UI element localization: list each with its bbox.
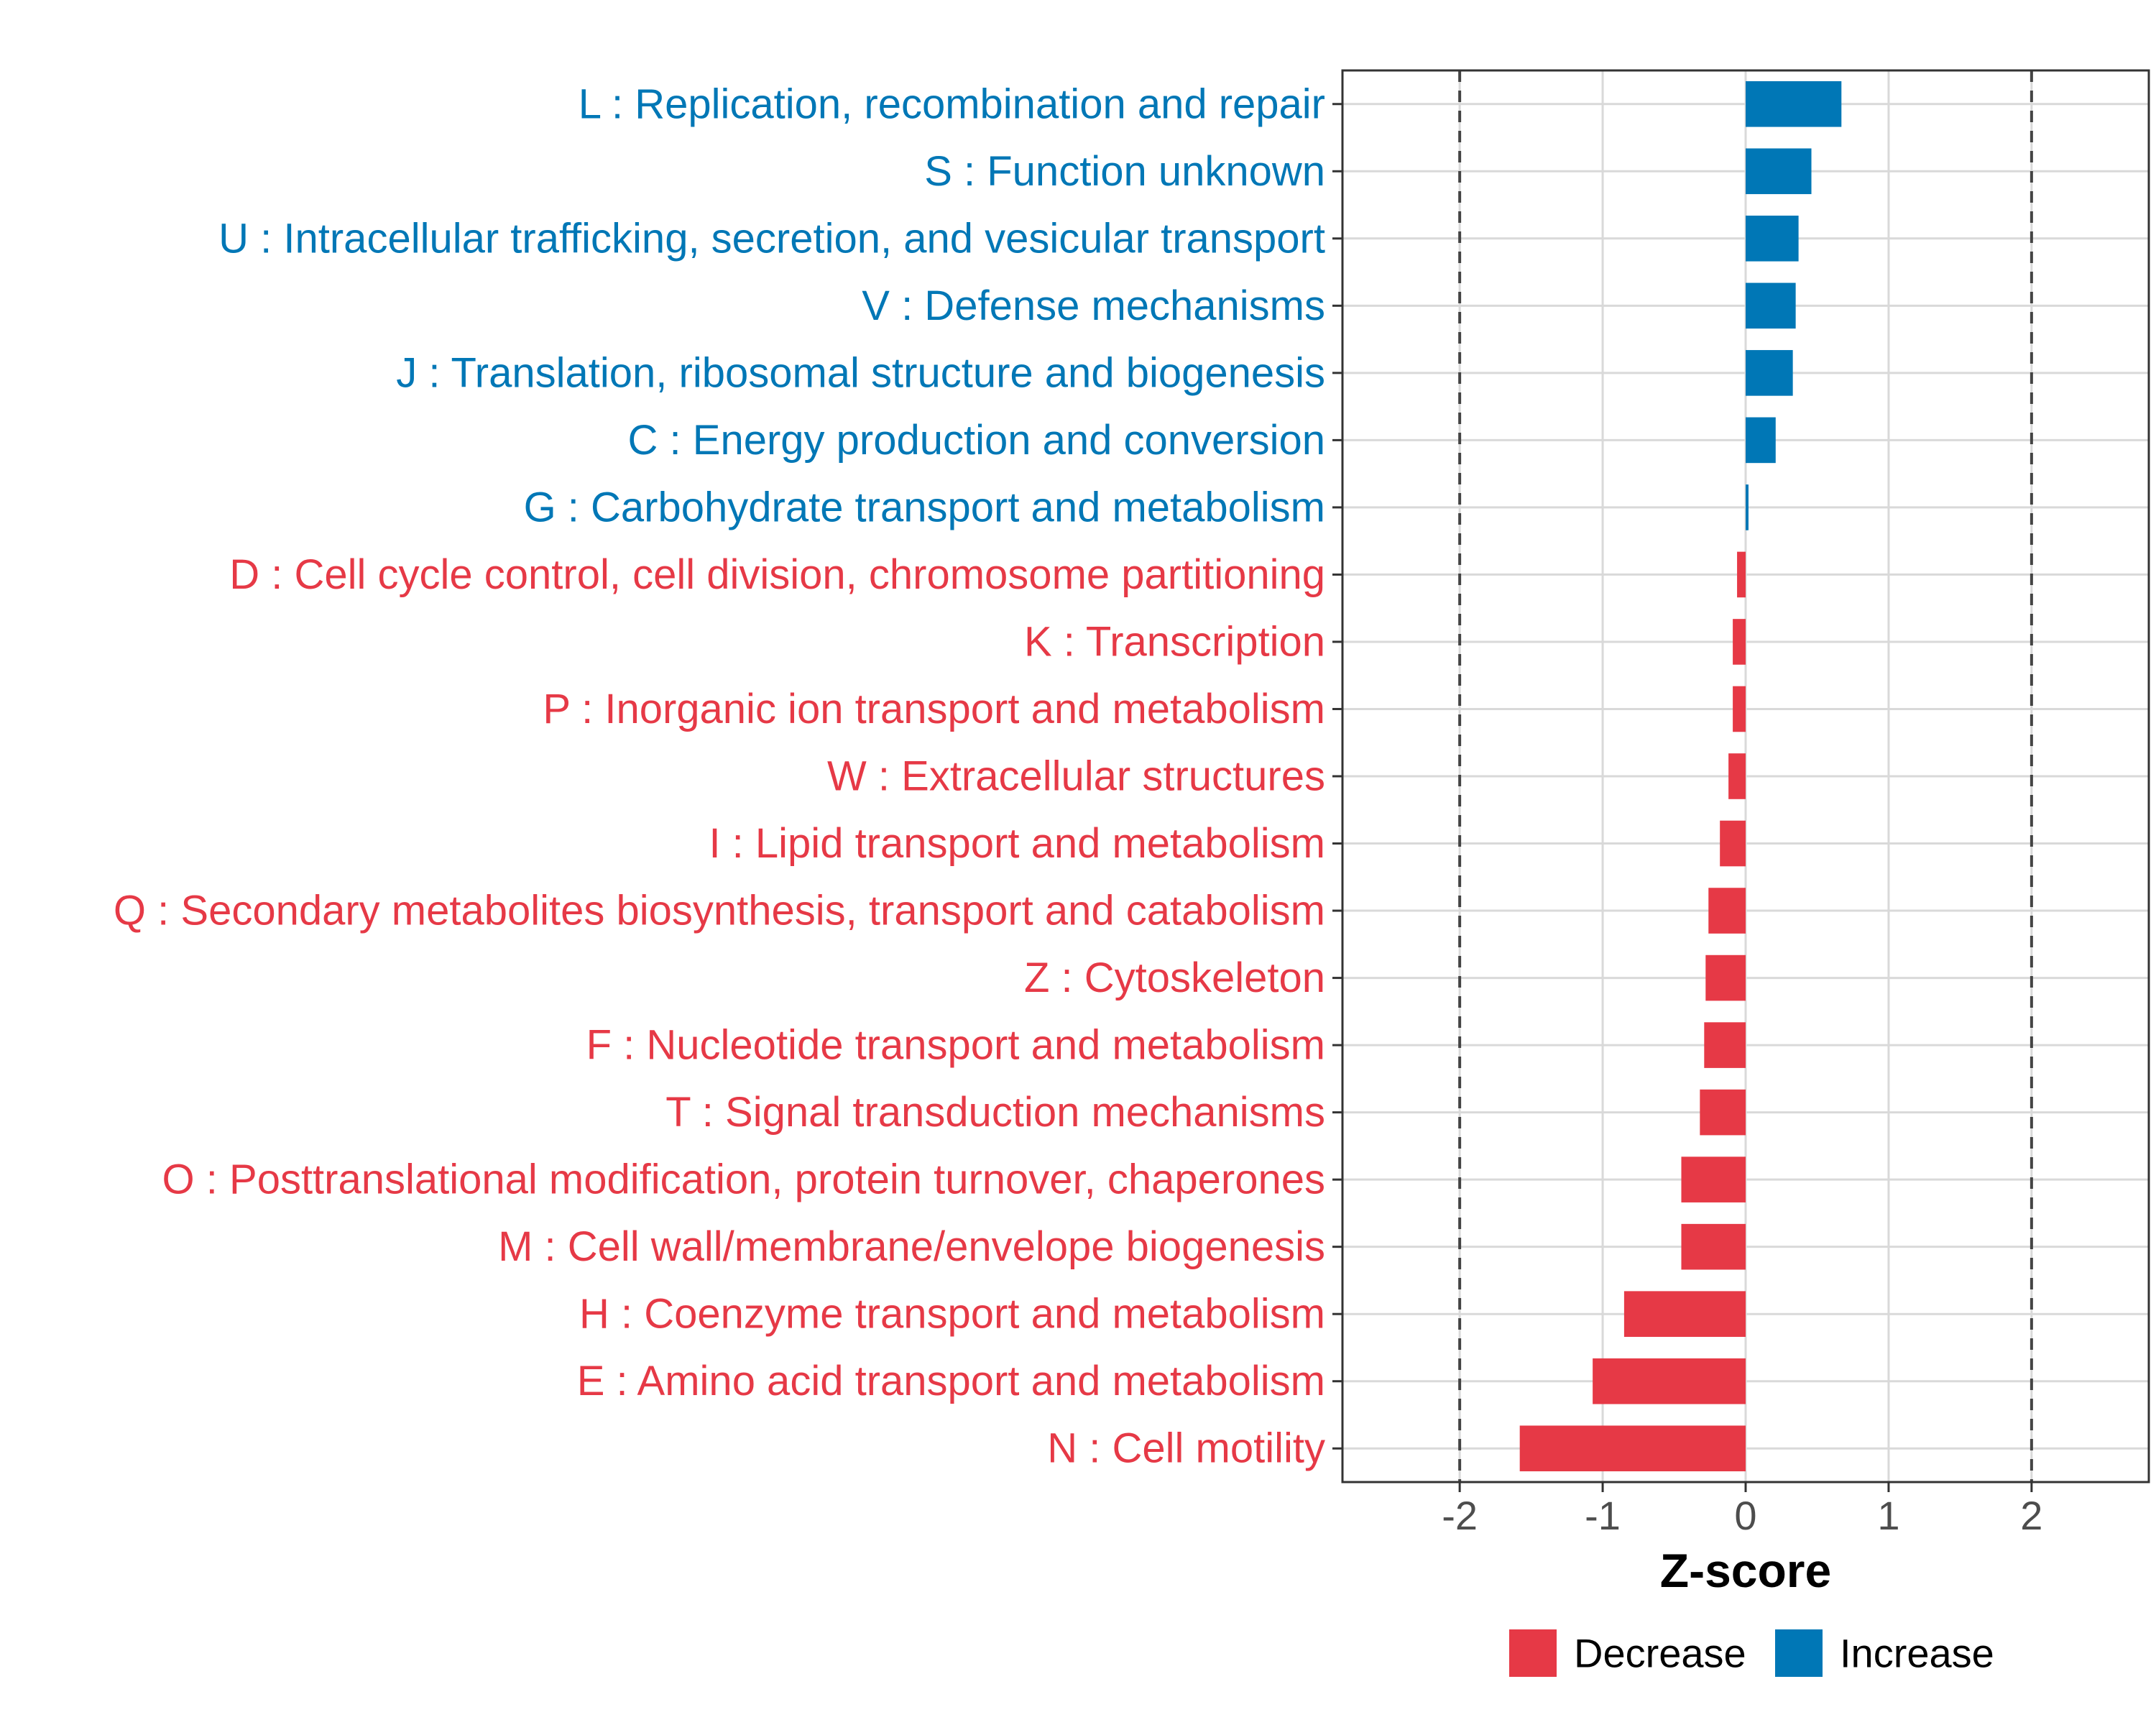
x-axis-ticks: -2 -1 0 1 2 [1442, 1482, 2042, 1538]
bar [1704, 1022, 1746, 1068]
category-label: J : Translation, ribosomal structure and… [396, 349, 1325, 396]
bar [1746, 148, 1812, 195]
category-label: T : Signal transduction mechanisms [665, 1089, 1325, 1136]
bar [1681, 1223, 1746, 1270]
bar [1700, 1089, 1746, 1136]
bar [1519, 1425, 1746, 1472]
category-label: O : Posttranslational modification, prot… [162, 1156, 1325, 1203]
bar [1720, 820, 1746, 867]
category-label: V : Defense mechanisms [862, 282, 1325, 329]
bar [1728, 753, 1746, 799]
bar [1681, 1156, 1746, 1202]
category-label: G : Carbohydrate transport and metabolis… [524, 484, 1325, 530]
x-axis-title: Z-score [1660, 1544, 1831, 1597]
bar [1733, 686, 1746, 732]
bar [1593, 1358, 1746, 1404]
bar [1746, 282, 1796, 329]
category-label: I : Lipid transport and metabolism [709, 820, 1325, 867]
legend-label-increase: Increase [1840, 1631, 1994, 1676]
legend-swatch-decrease [1509, 1629, 1557, 1677]
category-label: U : Intracellular trafficking, secretion… [218, 215, 1325, 262]
bar [1746, 350, 1793, 396]
bar [1737, 551, 1746, 598]
category-label: Q : Secondary metabolites biosynthesis, … [114, 888, 1325, 934]
bar [1623, 1291, 1746, 1337]
category-label: L : Replication, recombination and repai… [579, 80, 1325, 127]
category-label: C : Energy production and conversion [628, 417, 1325, 464]
category-label: S : Function unknown [924, 148, 1325, 195]
x-tick-label: 2 [2020, 1493, 2042, 1538]
x-tick-label: 0 [1734, 1493, 1756, 1538]
category-label: K : Transcription [1024, 618, 1325, 665]
category-label: F : Nucleotide transport and metabolism [586, 1022, 1325, 1069]
legend: Decrease Increase [1509, 1629, 1994, 1677]
category-label: N : Cell motility [1047, 1425, 1325, 1472]
category-label: H : Coenzyme transport and metabolism [579, 1291, 1325, 1338]
legend-label-decrease: Decrease [1574, 1631, 1746, 1676]
category-label: D : Cell cycle control, cell division, c… [229, 551, 1325, 598]
bar [1746, 417, 1776, 464]
legend-swatch-increase [1775, 1629, 1823, 1677]
bar [1746, 216, 1799, 262]
category-label: W : Extracellular structures [827, 753, 1325, 800]
bar [1746, 80, 1842, 127]
category-label: Z : Cytoskeleton [1024, 954, 1325, 1001]
reference-lines [1458, 70, 2033, 1482]
y-axis-ticks: L : Replication, recombination and repai… [114, 80, 1342, 1472]
x-tick-label: 1 [1877, 1493, 1899, 1538]
bar [1708, 888, 1746, 934]
x-tick-label: -1 [1585, 1493, 1621, 1538]
bar-layer [1519, 80, 1842, 1472]
x-tick-label: -2 [1442, 1493, 1478, 1538]
category-label: M : Cell wall/membrane/envelope biogenes… [498, 1223, 1325, 1270]
category-label: P : Inorganic ion transport and metaboli… [543, 686, 1325, 732]
bar [1733, 619, 1746, 665]
bar [1705, 954, 1746, 1001]
bar [1746, 484, 1749, 530]
category-label: E : Amino acid transport and metabolism [577, 1358, 1325, 1404]
